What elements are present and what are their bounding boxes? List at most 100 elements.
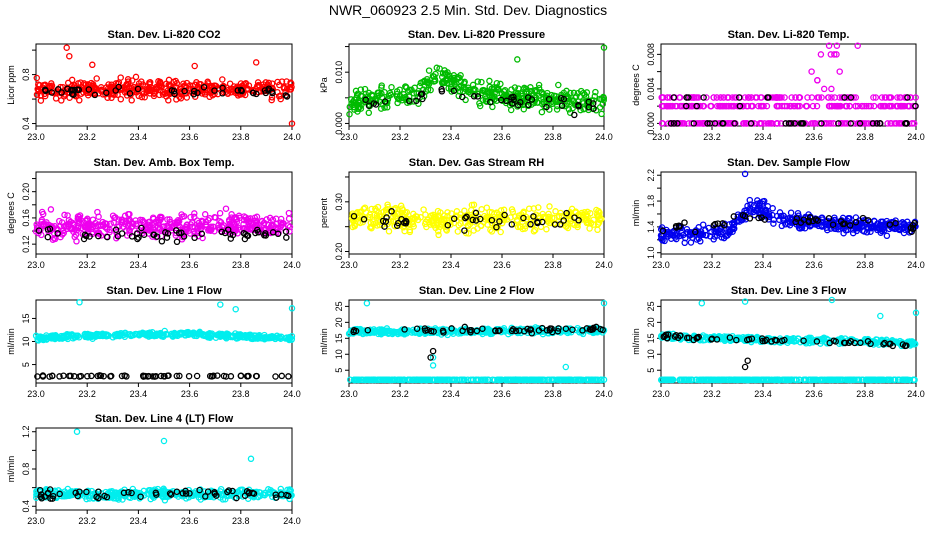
data-point — [449, 76, 456, 84]
data-point — [757, 120, 764, 127]
data-point — [849, 120, 857, 127]
data-point — [238, 87, 245, 95]
x-tick-label: 23.0 — [652, 260, 670, 270]
data-point — [476, 102, 484, 110]
data-point — [113, 330, 121, 338]
data-point — [552, 208, 559, 215]
data-point — [187, 221, 195, 228]
data-point — [96, 332, 104, 340]
data-point — [787, 102, 795, 110]
data-point — [38, 218, 45, 226]
data-point — [56, 334, 64, 342]
data-point — [520, 105, 528, 113]
data-point — [118, 372, 126, 380]
data-point — [280, 85, 288, 92]
data-point — [282, 228, 290, 235]
data-point — [859, 376, 867, 384]
data-point — [49, 372, 56, 380]
data-point — [218, 228, 226, 236]
data-point — [774, 120, 781, 127]
chart-panel: Stan. Dev. Li-820 Temp.23.0 23.2 23.4 23.6 2… — [631, 29, 925, 142]
data-point — [838, 94, 846, 101]
data-point — [58, 334, 66, 342]
data-point — [592, 88, 599, 96]
data-point — [454, 228, 462, 235]
x-tick-label: 23.8 — [856, 260, 874, 270]
data-point — [727, 337, 734, 345]
data-point — [574, 220, 582, 227]
data-point — [124, 331, 132, 338]
data-point — [198, 230, 206, 238]
data-point — [252, 335, 259, 342]
data-point — [254, 79, 262, 86]
data-point — [421, 325, 429, 332]
y-tick-label: 10 — [21, 336, 31, 346]
x-tick-label: 23.2 — [703, 260, 721, 270]
data-point-outlier — [600, 44, 608, 51]
data-point — [902, 376, 910, 383]
data-point — [511, 84, 519, 91]
data-point — [277, 219, 285, 226]
data-point — [563, 223, 570, 230]
data-point — [406, 226, 414, 234]
data-point — [863, 229, 871, 236]
x-tick-label: 23.6 — [805, 389, 823, 399]
data-point — [386, 218, 393, 226]
data-point — [350, 212, 358, 220]
data-point — [393, 90, 401, 98]
data-point — [797, 222, 804, 229]
data-point — [216, 217, 223, 225]
data-point — [705, 224, 712, 232]
x-tick-label: 23.0 — [27, 516, 45, 526]
data-point — [594, 376, 602, 384]
data-point — [128, 233, 136, 240]
data-point — [434, 376, 441, 384]
data-point — [700, 120, 707, 127]
data-point — [283, 93, 291, 100]
data-point — [397, 329, 404, 337]
data-point — [599, 100, 606, 108]
y-axis-label: percent — [319, 197, 329, 228]
data-point — [821, 376, 829, 384]
data-point — [156, 225, 164, 232]
data-point — [67, 218, 74, 226]
data-point — [534, 219, 541, 227]
data-point — [255, 229, 262, 236]
data-point — [708, 102, 715, 110]
data-point — [455, 328, 462, 335]
data-point — [667, 102, 674, 110]
data-point — [461, 227, 468, 234]
data-point — [535, 81, 543, 89]
data-point — [809, 102, 817, 110]
data-point — [850, 94, 857, 101]
data-point — [600, 94, 608, 102]
data-point — [755, 376, 763, 383]
data-point — [787, 209, 795, 216]
data-point — [539, 376, 546, 384]
data-point — [38, 208, 46, 216]
data-point — [282, 92, 289, 99]
data-point — [569, 104, 576, 112]
data-point — [398, 215, 405, 223]
data-point — [478, 78, 485, 86]
data-point — [851, 376, 858, 383]
data-point — [700, 102, 707, 110]
data-point — [193, 372, 201, 380]
data-point — [563, 87, 570, 95]
data-point — [831, 94, 838, 101]
data-points — [32, 299, 296, 380]
data-point — [71, 226, 79, 233]
data-point — [138, 224, 145, 232]
chart-title: Stan. Dev. Line 3 Flow — [731, 285, 847, 297]
data-point — [776, 216, 783, 224]
data-point — [747, 208, 754, 215]
data-point — [484, 214, 491, 221]
x-tick-label: 23.0 — [340, 389, 358, 399]
data-point — [808, 68, 815, 75]
data-point — [164, 230, 172, 237]
data-point — [421, 376, 428, 384]
data-points — [346, 44, 608, 119]
data-point — [535, 327, 543, 334]
y-tick-label: 0.16 — [21, 209, 31, 227]
